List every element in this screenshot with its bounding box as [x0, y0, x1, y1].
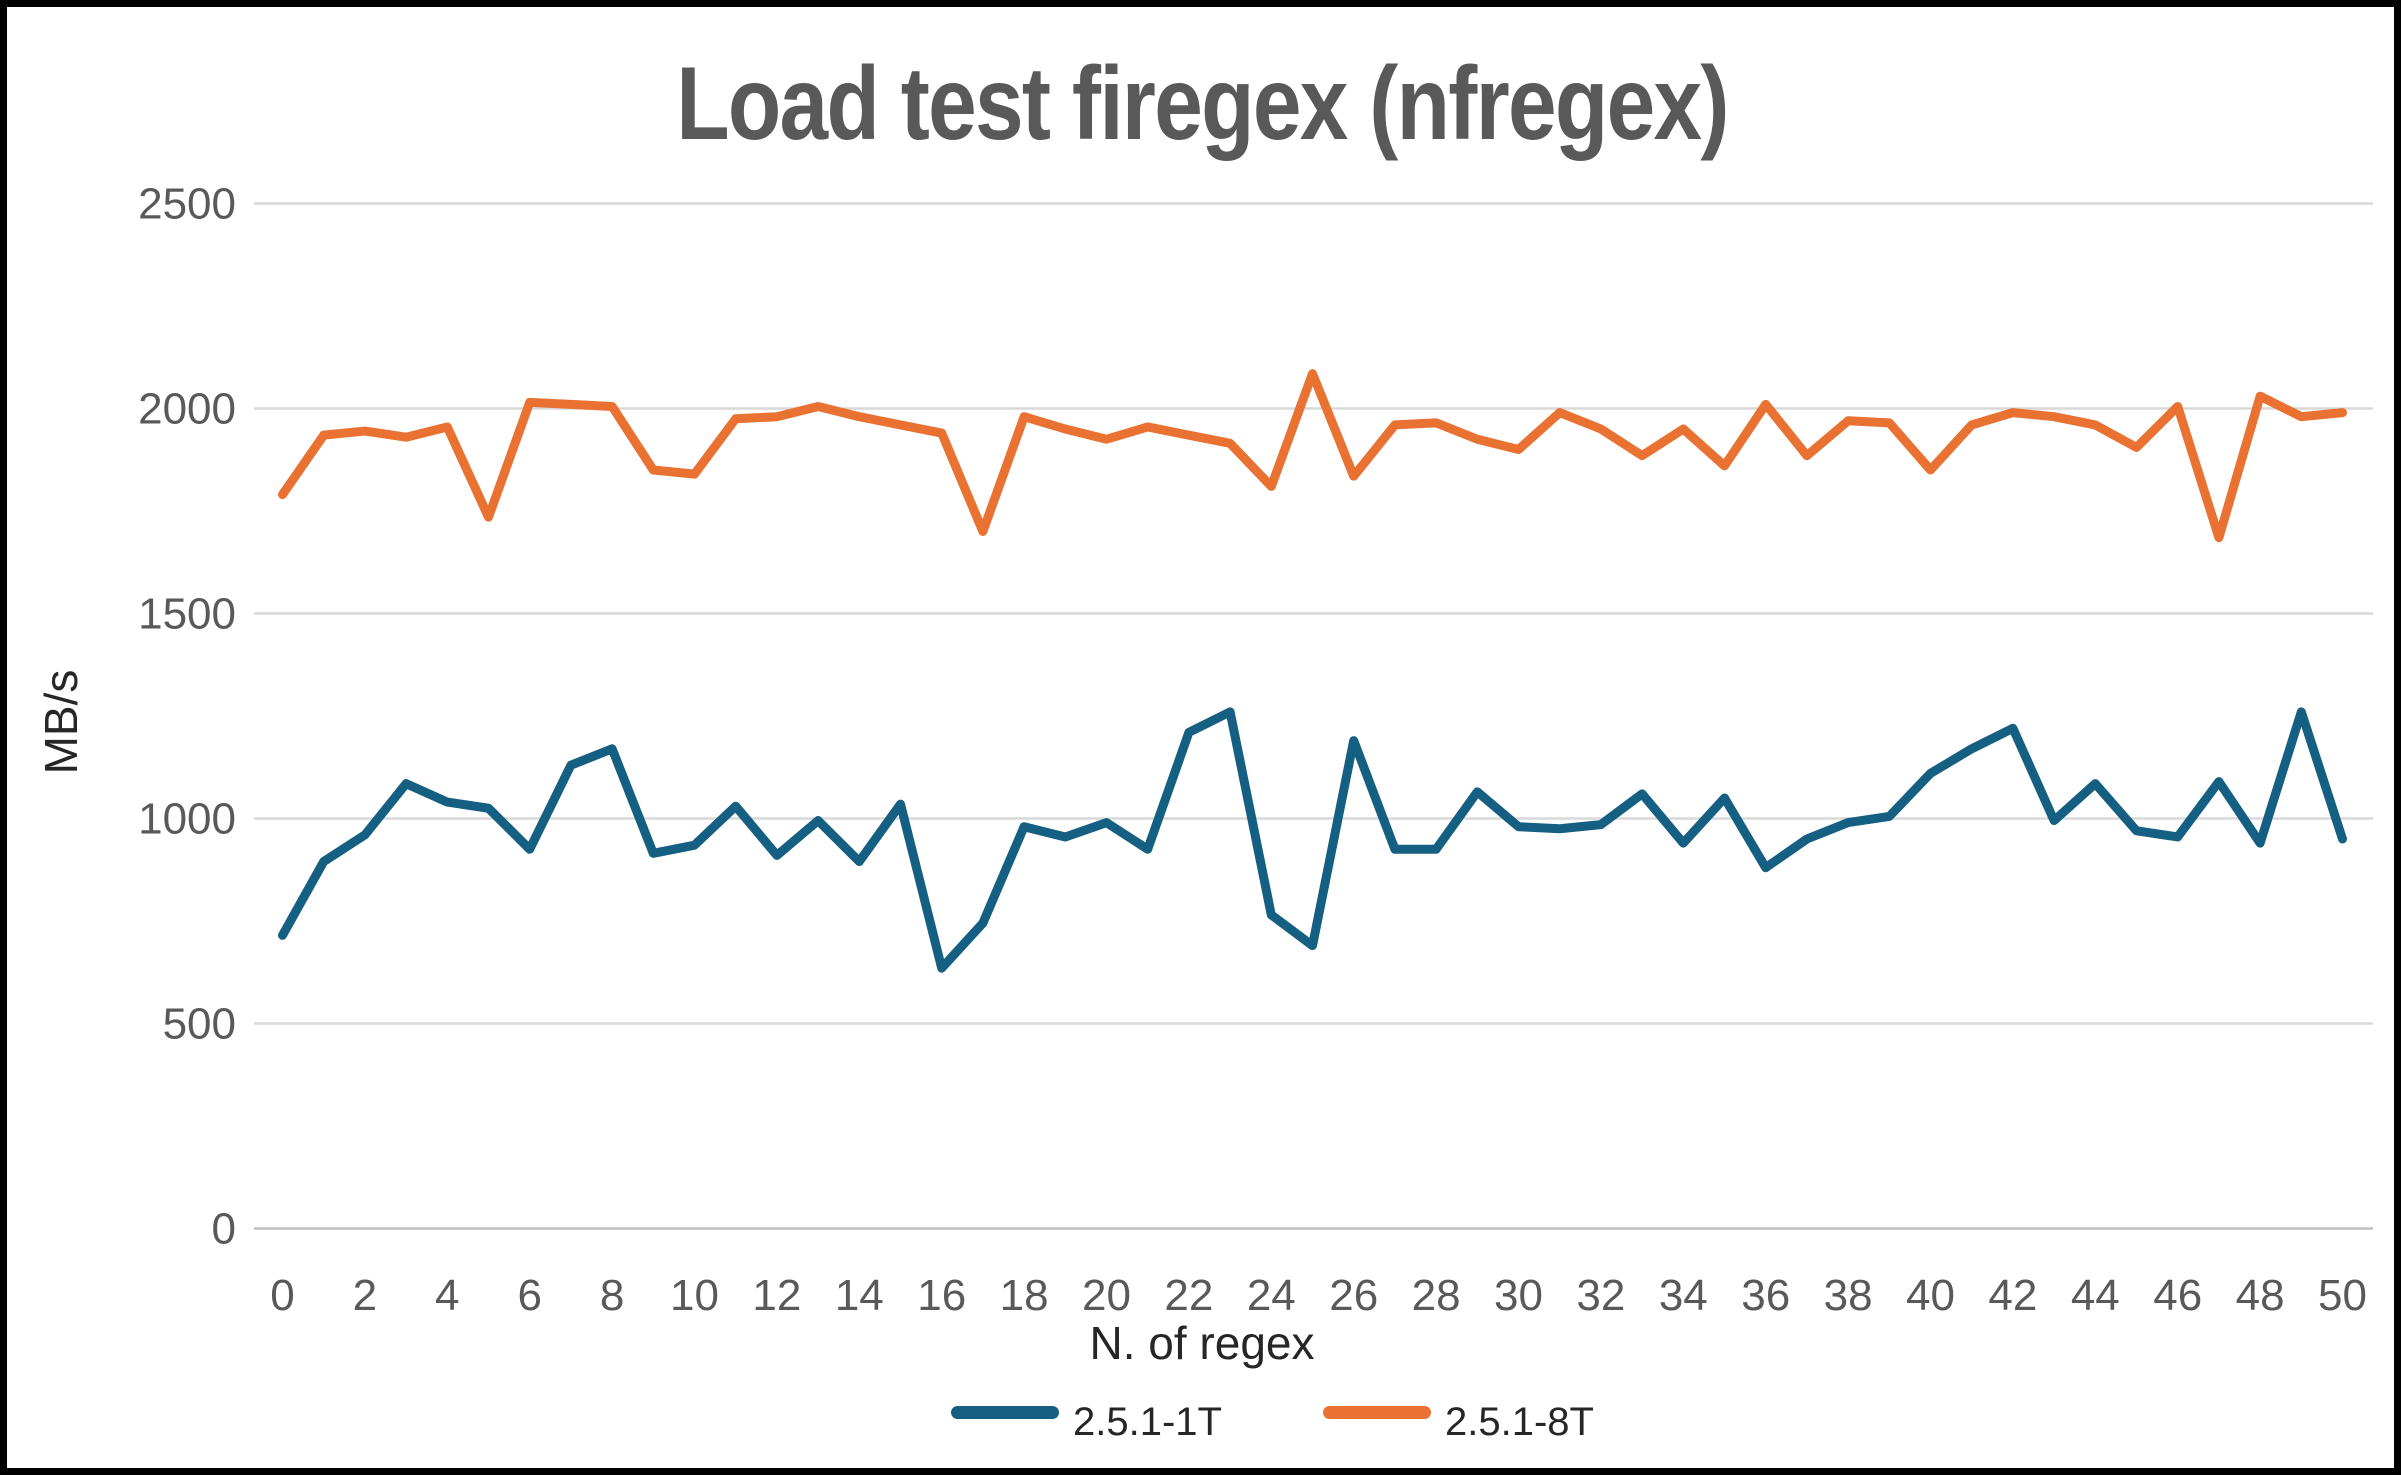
legend-marker-2.5.1-8T — [1323, 1406, 1431, 1419]
x-tick-label: 6 — [517, 1271, 541, 1320]
legend-marker-2.5.1-1T — [951, 1406, 1059, 1419]
series-layer — [278, 369, 2347, 973]
y-tick-label: 1000 — [138, 795, 236, 844]
x-tick-label: 28 — [1412, 1271, 1461, 1320]
x-tick-label: 36 — [1741, 1271, 1790, 1320]
x-tick-label: 20 — [1082, 1271, 1131, 1320]
x-tick-label: 46 — [2153, 1271, 2202, 1320]
x-tick-label: 40 — [1906, 1271, 1955, 1320]
legend-label: 2.5.1-8T — [1445, 1400, 1594, 1444]
series-line-2.5.1-1T — [278, 707, 2347, 973]
x-tick-label: 14 — [835, 1271, 884, 1320]
x-tick-label: 26 — [1329, 1271, 1378, 1320]
y-axis-title: MB/s — [35, 670, 87, 775]
legend-label: 2.5.1-1T — [1073, 1400, 1222, 1444]
y-tick-label: 2500 — [138, 180, 236, 229]
x-tick-label: 44 — [2071, 1271, 2120, 1320]
x-axis-title: N. of regex — [1090, 1317, 1315, 1369]
x-tick-label: 0 — [270, 1271, 294, 1320]
x-tick-label: 22 — [1164, 1271, 1213, 1320]
y-tick-label: 1500 — [138, 590, 236, 639]
x-tick-label: 48 — [2236, 1271, 2285, 1320]
x-tick-label: 8 — [600, 1271, 624, 1320]
x-tick-label: 32 — [1576, 1271, 1625, 1320]
y-tick-label: 500 — [163, 1000, 236, 1049]
chart-container: 0 500 1000 1500 2000 2500 0 2 4 6 8 10 12 14 16 18 20 22 2… — [7, 7, 2394, 1468]
x-tick-label: 2 — [353, 1271, 377, 1320]
x-tick-label: 10 — [670, 1271, 719, 1320]
y-tick-label: 2000 — [138, 385, 236, 434]
x-tick-label: 30 — [1494, 1271, 1543, 1320]
x-tick-label: 18 — [1000, 1271, 1049, 1320]
x-tick-label: 4 — [435, 1271, 459, 1320]
x-tick-label: 38 — [1824, 1271, 1873, 1320]
x-tick-label: 16 — [917, 1271, 966, 1320]
grid-layer — [254, 202, 2373, 1230]
x-tick-label: 24 — [1247, 1271, 1296, 1320]
legend: 2.5.1-1T 2.5.1-8T — [951, 1400, 1594, 1444]
series-line-2.5.1-8T — [278, 369, 2347, 543]
chart-title: Load test firegex (nfregex) — [676, 46, 1728, 162]
x-tick-label: 34 — [1659, 1271, 1708, 1320]
y-tick-label: 0 — [212, 1205, 236, 1254]
x-tick-label: 12 — [752, 1271, 801, 1320]
x-tick-label: 42 — [1988, 1271, 2037, 1320]
x-tick-label: 50 — [2318, 1271, 2367, 1320]
